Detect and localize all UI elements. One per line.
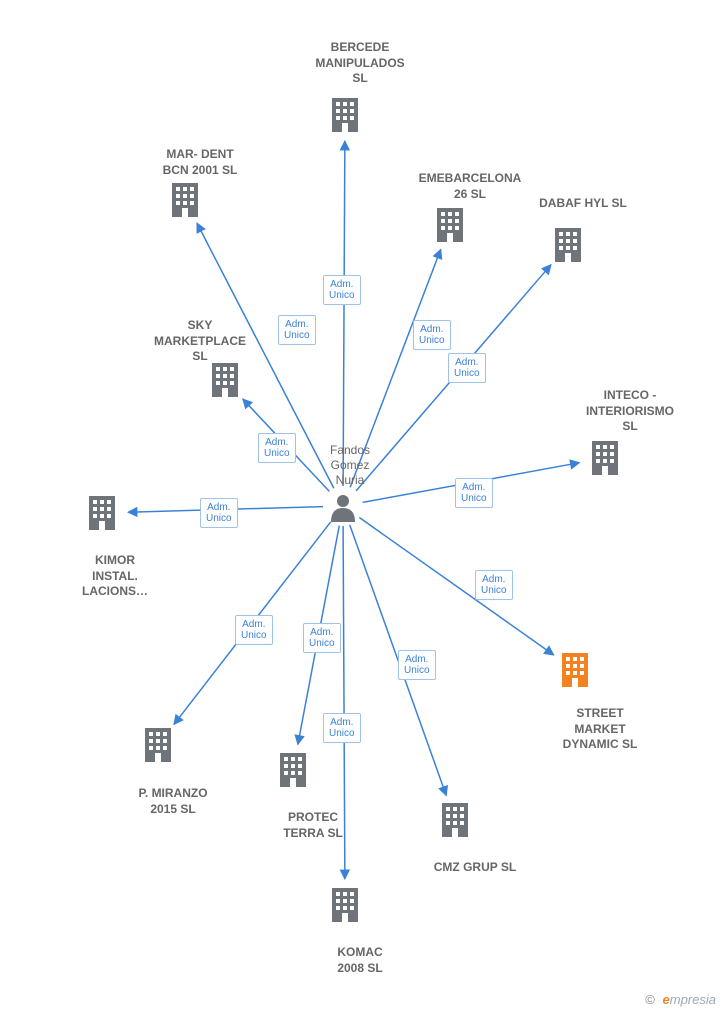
building-icon-bercede — [332, 98, 358, 132]
brand-rest: mpresia — [670, 992, 716, 1007]
person-icon — [331, 495, 355, 522]
edge-label-inteco: Adm.Unico — [455, 478, 493, 508]
building-icon-inteco — [592, 441, 618, 475]
node-label-bercede: BERCEDEMANIPULADOSSL — [300, 40, 420, 87]
edge-label-bercede: Adm.Unico — [323, 275, 361, 305]
center-node-label: FandosGomezNuria — [320, 443, 380, 488]
node-label-street: STREETMARKETDYNAMIC SL — [535, 706, 665, 753]
footer-credit: © empresia — [645, 992, 716, 1007]
building-icon-street — [562, 653, 588, 687]
building-icon-protec — [280, 753, 306, 787]
brand-first-letter: e — [663, 992, 670, 1007]
building-icon-mardent — [172, 183, 198, 217]
edge-label-pmiranzo: Adm.Unico — [235, 615, 273, 645]
edge-label-cmz: Adm.Unico — [398, 650, 436, 680]
building-icon-emebarc — [437, 208, 463, 242]
building-icon-skymkt — [212, 363, 238, 397]
building-icon-pmiranzo — [145, 728, 171, 762]
edge-label-protec: Adm.Unico — [303, 623, 341, 653]
node-label-cmz: CMZ GRUP SL — [415, 860, 535, 876]
copyright-symbol: © — [645, 992, 655, 1007]
node-label-dabaf: DABAF HYL SL — [523, 196, 643, 212]
node-label-inteco: INTECO -INTERIORISMOSL — [565, 388, 695, 435]
edge-label-mardent: Adm.Unico — [278, 315, 316, 345]
edge-label-dabaf: Adm.Unico — [448, 353, 486, 383]
node-label-mardent: MAR- DENTBCN 2001 SL — [140, 147, 260, 178]
edge-label-emebarc: Adm.Unico — [413, 320, 451, 350]
diagram-canvas — [0, 0, 728, 1015]
edge-label-komac: Adm.Unico — [323, 713, 361, 743]
node-label-pmiranzo: P. MIRANZO2015 SL — [118, 786, 228, 817]
building-icon-kimor — [89, 496, 115, 530]
edge-bercede — [343, 141, 345, 486]
node-label-komac: KOMAC2008 SL — [310, 945, 410, 976]
building-icon-cmz — [442, 803, 468, 837]
building-icon-dabaf — [555, 228, 581, 262]
node-label-emebarc: EMEBARCELONA26 SL — [405, 171, 535, 202]
node-label-kimor: KIMORINSTAL.LACIONS… — [65, 553, 165, 600]
edge-label-skymkt: Adm.Unico — [258, 433, 296, 463]
node-label-protec: PROTECTERRA SL — [258, 810, 368, 841]
edge-label-kimor: Adm.Unico — [200, 498, 238, 528]
node-label-skymkt: SKYMARKETPLACESL — [145, 318, 255, 365]
edge-label-street: Adm.Unico — [475, 570, 513, 600]
building-icon-komac — [332, 888, 358, 922]
